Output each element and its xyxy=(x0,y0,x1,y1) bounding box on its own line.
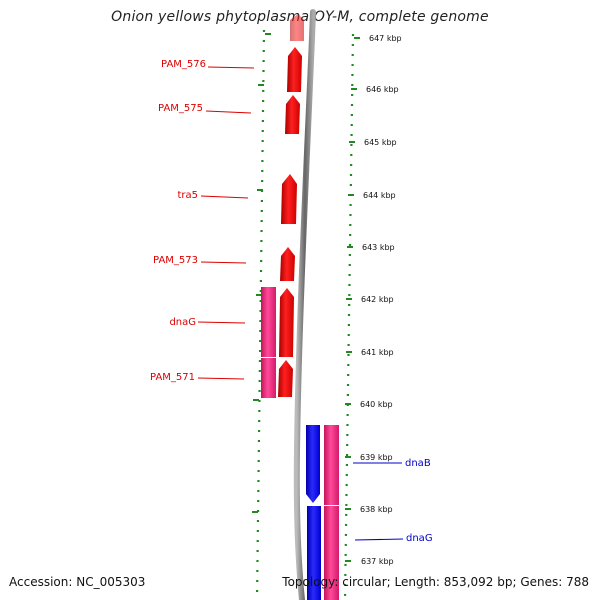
reverse-gene-arrows xyxy=(306,425,321,600)
tick-label-638: 638 kbp xyxy=(360,505,393,514)
gene-arrow-PAM_573 xyxy=(280,247,295,281)
gene-label-dnaB: dnaB xyxy=(405,458,431,469)
gene-arrow-PAM_571 xyxy=(278,360,293,397)
tick-label-647: 647 kbp xyxy=(369,34,402,43)
tick-label-644: 644 kbp xyxy=(363,191,396,200)
genome-backbone xyxy=(293,9,316,600)
gene-arrow-dnaG-reverse xyxy=(307,506,321,600)
cds-bar-right xyxy=(324,425,339,600)
gene-arrow-PAM_575 xyxy=(285,95,300,134)
left-gene-labels: PAM_576 PAM_575 tra5 PAM_573 dnaG PAM_57… xyxy=(150,59,255,383)
tick-label-639: 639 kbp xyxy=(360,453,393,462)
right-gene-labels: dnaB dnaG xyxy=(353,458,433,544)
gene-label-PAM_571: PAM_571 xyxy=(150,372,195,383)
gene-arrow-dnaB xyxy=(306,425,320,503)
tick-label-640: 640 kbp xyxy=(360,400,393,409)
gene-label-PAM_576: PAM_576 xyxy=(161,59,206,70)
gene-arrow-PAM_577 xyxy=(290,14,304,41)
accession-label: Accession: NC_005303 xyxy=(9,575,146,589)
tick-label-642: 642 kbp xyxy=(361,295,394,304)
cds-bar-left xyxy=(261,287,276,398)
gene-label-dnaG: dnaG xyxy=(169,317,196,328)
tick-label-637: 637 kbp xyxy=(361,557,394,566)
tick-label-643: 643 kbp xyxy=(362,243,395,252)
gene-arrow-tra5 xyxy=(281,174,297,224)
tick-label-646: 646 kbp xyxy=(366,85,399,94)
gene-arrow-dnaG xyxy=(279,288,294,357)
right-ruler xyxy=(343,33,355,600)
forward-gene-arrows xyxy=(278,14,304,397)
gene-arrow-PAM_576 xyxy=(287,47,302,92)
gene-label-PAM_575: PAM_575 xyxy=(158,103,203,114)
genome-summary: Topology: circular; Length: 853,092 bp; … xyxy=(282,575,589,589)
gene-label-dnaG-right: dnaG xyxy=(406,533,433,544)
gene-label-PAM_573: PAM_573 xyxy=(153,255,198,266)
tick-label-645: 645 kbp xyxy=(364,138,397,147)
gene-label-tra5: tra5 xyxy=(177,190,198,201)
tick-label-641: 641 kbp xyxy=(361,348,394,357)
kbp-tick-labels: 647 kbp 646 kbp 645 kbp 644 kbp 643 kbp … xyxy=(345,34,402,566)
